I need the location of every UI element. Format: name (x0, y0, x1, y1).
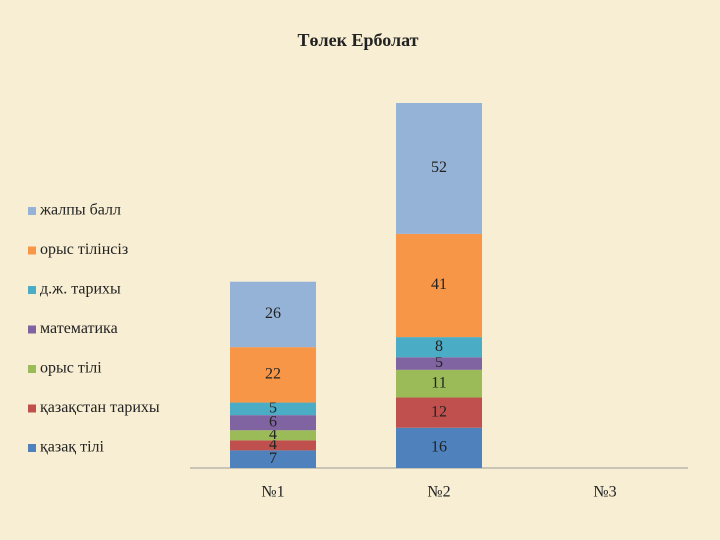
bar-segment (230, 440, 316, 451)
bar-segment (230, 450, 316, 468)
legend-label: математика (40, 320, 118, 337)
data-label: 16 (431, 439, 447, 456)
data-label: 5 (435, 354, 443, 371)
legend-swatch (28, 325, 36, 334)
bar-segment (396, 397, 482, 428)
x-tick-label: №1 (261, 484, 284, 501)
legend-label: қазақстан тарихы (40, 399, 160, 416)
data-label: 52 (431, 159, 447, 176)
data-label: 7 (269, 450, 277, 467)
data-label: 12 (431, 403, 447, 420)
data-label: 11 (431, 374, 446, 391)
legend-swatch (28, 207, 36, 215)
bar-segment (230, 430, 316, 441)
legend-swatch (28, 246, 36, 255)
x-tick-label: №2 (427, 484, 450, 501)
bar-segment (230, 347, 316, 403)
bar-segment (230, 402, 316, 416)
legend-label: д.ж. тарихы (40, 281, 121, 298)
legend-swatch (28, 365, 36, 373)
legend-swatch (28, 286, 36, 294)
bar-segment (230, 281, 316, 348)
bar-segment (396, 427, 482, 468)
data-label: 8 (435, 338, 443, 355)
data-label: 5 (269, 400, 277, 417)
chart-title: Төлек Ерболат (298, 30, 419, 50)
bar-segment (396, 369, 482, 398)
data-label: 4 (269, 426, 277, 443)
data-label: 6 (269, 413, 277, 430)
legend-label: орыс тілі (40, 360, 102, 377)
data-label: 22 (265, 366, 281, 383)
legend-swatch (28, 444, 36, 452)
bar-segment (396, 233, 482, 338)
bar-segment (396, 337, 482, 358)
data-label: 26 (265, 305, 281, 322)
data-label: 41 (431, 276, 447, 293)
bar-segment (396, 357, 482, 370)
legend-label: қазақ тілі (40, 439, 104, 456)
bar-segment (396, 103, 482, 234)
legend-label: жалпы балл (39, 202, 121, 219)
data-label: 4 (269, 436, 277, 453)
legend-label: орыс тілінсіз (40, 241, 128, 258)
bar-segment (230, 415, 316, 431)
legend-swatch (28, 404, 36, 413)
x-tick-label: №3 (593, 484, 616, 501)
